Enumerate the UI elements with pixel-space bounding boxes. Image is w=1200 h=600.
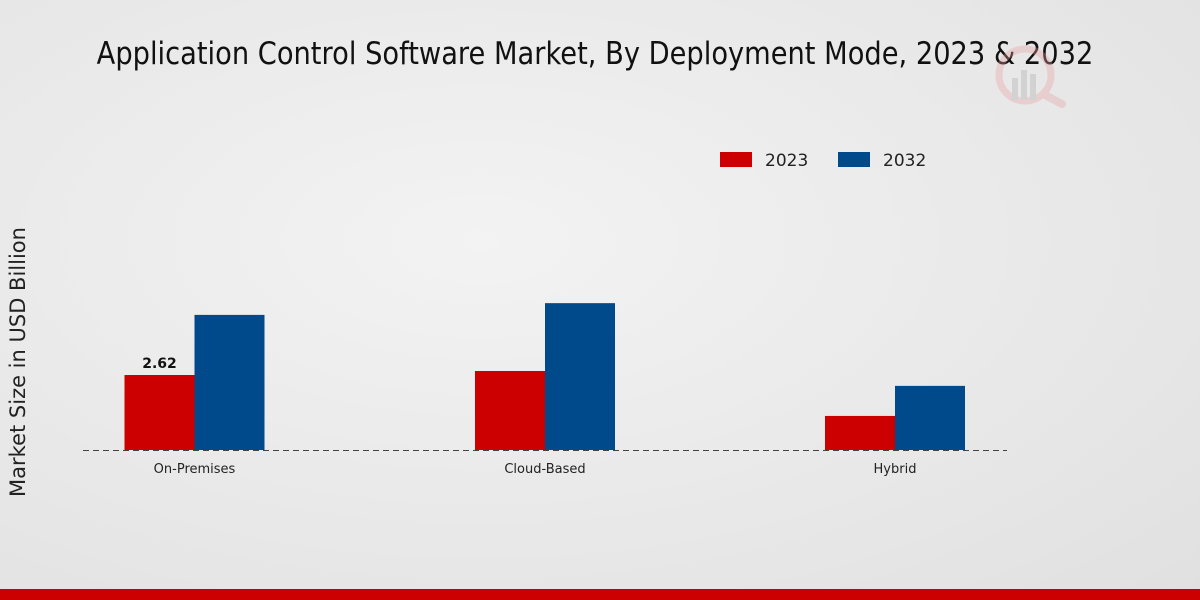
bar-2023-cloud-based: [475, 370, 545, 450]
x-tick-label: Hybrid: [874, 462, 917, 477]
bar-2032-cloud-based: [545, 303, 615, 450]
legend-label-2032: 2032: [883, 151, 926, 171]
legend-swatch-2032: [838, 152, 870, 167]
bar-2032-on-premises: [194, 314, 265, 450]
legend-swatch-2023: [720, 152, 752, 167]
bar-2032-hybrid: [895, 385, 965, 450]
data-label: 2.62: [142, 356, 177, 372]
x-tick-label: Cloud-Based: [504, 462, 585, 477]
legend: 2023 2032: [720, 151, 926, 171]
footer-bar: [0, 589, 1200, 600]
watermark-logo-icon: [995, 45, 1066, 108]
chart-title: Application Control Software Market, By …: [96, 36, 1094, 72]
bar-2023-on-premises: [124, 375, 195, 450]
x-tick-label: On-Premises: [154, 462, 236, 477]
legend-label-2023: 2023: [765, 151, 808, 171]
bar-2023-hybrid: [825, 415, 895, 450]
